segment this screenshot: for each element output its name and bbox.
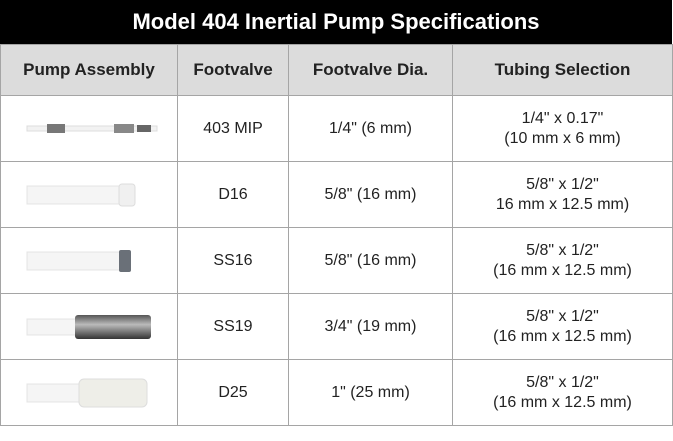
- pump-image-cell: [0, 227, 178, 294]
- tubing-cell: 5/8" x 1/2" (16 mm x 12.5 mm): [452, 359, 673, 426]
- tubing-cell: 5/8" x 1/2" (16 mm x 12.5 mm): [452, 227, 673, 294]
- tubing-line: 5/8" x 1/2": [526, 175, 599, 193]
- pump-image-cell: [0, 293, 178, 360]
- pump-image: [26, 249, 131, 272]
- tubing-line: (10 mm x 6 mm): [504, 129, 621, 147]
- diameter-cell: 1" (25 mm): [288, 359, 453, 426]
- spec-sheet: Model 404 Inertial Pump Specifications P…: [0, 0, 673, 426]
- pump-image: [26, 378, 148, 407]
- row: D16 5/8" (16 mm) 5/8" x 1/2" 16 mm x 12.5 m…: [0, 161, 673, 228]
- pump-image: [26, 183, 136, 206]
- tubing-line: 1/4" x 0.17": [521, 109, 604, 127]
- tubing-line: 16 mm x 12.5 mm): [495, 195, 630, 213]
- pump-image-cell: [0, 161, 178, 228]
- table-body: 403 MIP 1/4" (6 mm) 1/4" x 0.17" (10 mm x 6…: [0, 95, 673, 426]
- tubing-cell: 5/8" x 1/2" 16 mm x 12.5 mm): [452, 161, 673, 228]
- row: D25 1" (25 mm) 5/8" x 1/2" (16 mm x 12.5 mm…: [0, 359, 673, 426]
- tubing-line: 5/8" x 1/2": [526, 307, 599, 325]
- footvalve-cell: D25: [177, 359, 289, 426]
- diameter-cell: 1/4" (6 mm): [288, 95, 453, 162]
- footvalve-cell: D16: [177, 161, 289, 228]
- footvalve-cell: SS19: [177, 293, 289, 360]
- tubing-cell: 5/8" x 1/2" (16 mm x 12.5 mm): [452, 293, 673, 360]
- footvalve-cell: 403 MIP: [177, 95, 289, 162]
- diameter-cell: 3/4" (19 mm): [288, 293, 453, 360]
- tubing-line: 5/8" x 1/2": [526, 373, 599, 391]
- header-row: Pump Assembly Footvalve Footvalve Dia. T…: [0, 44, 673, 96]
- header-cell: Tubing Selection: [452, 44, 673, 96]
- row: 403 MIP 1/4" (6 mm) 1/4" x 0.17" (10 mm x 6…: [0, 95, 673, 162]
- diameter-cell: 5/8" (16 mm): [288, 161, 453, 228]
- header-cell: Pump Assembly: [0, 44, 178, 96]
- header-cell: Footvalve Dia.: [288, 44, 453, 96]
- tubing-line: (16 mm x 12.5 mm): [493, 327, 632, 345]
- tubing-line: 5/8" x 1/2": [526, 241, 599, 259]
- spec-table: Pump Assembly Footvalve Footvalve Dia. T…: [0, 44, 673, 426]
- header-cell: Footvalve: [177, 44, 289, 96]
- pump-image: [26, 123, 158, 133]
- row: SS19 3/4" (19 mm) 5/8" x 1/2" (16 mm x 12.5…: [0, 293, 673, 360]
- pump-image-cell: [0, 359, 178, 426]
- row: SS16 5/8" (16 mm) 5/8" x 1/2" (16 mm x 12.5…: [0, 227, 673, 294]
- tubing-cell: 1/4" x 0.17" (10 mm x 6 mm): [452, 95, 673, 162]
- diameter-cell: 5/8" (16 mm): [288, 227, 453, 294]
- title: Model 404 Inertial Pump Specifications: [0, 0, 672, 44]
- footvalve-cell: SS16: [177, 227, 289, 294]
- pump-image: [26, 314, 151, 339]
- pump-image-cell: [0, 95, 178, 162]
- tubing-line: (16 mm x 12.5 mm): [493, 261, 632, 279]
- tubing-line: (16 mm x 12.5 mm): [493, 393, 632, 411]
